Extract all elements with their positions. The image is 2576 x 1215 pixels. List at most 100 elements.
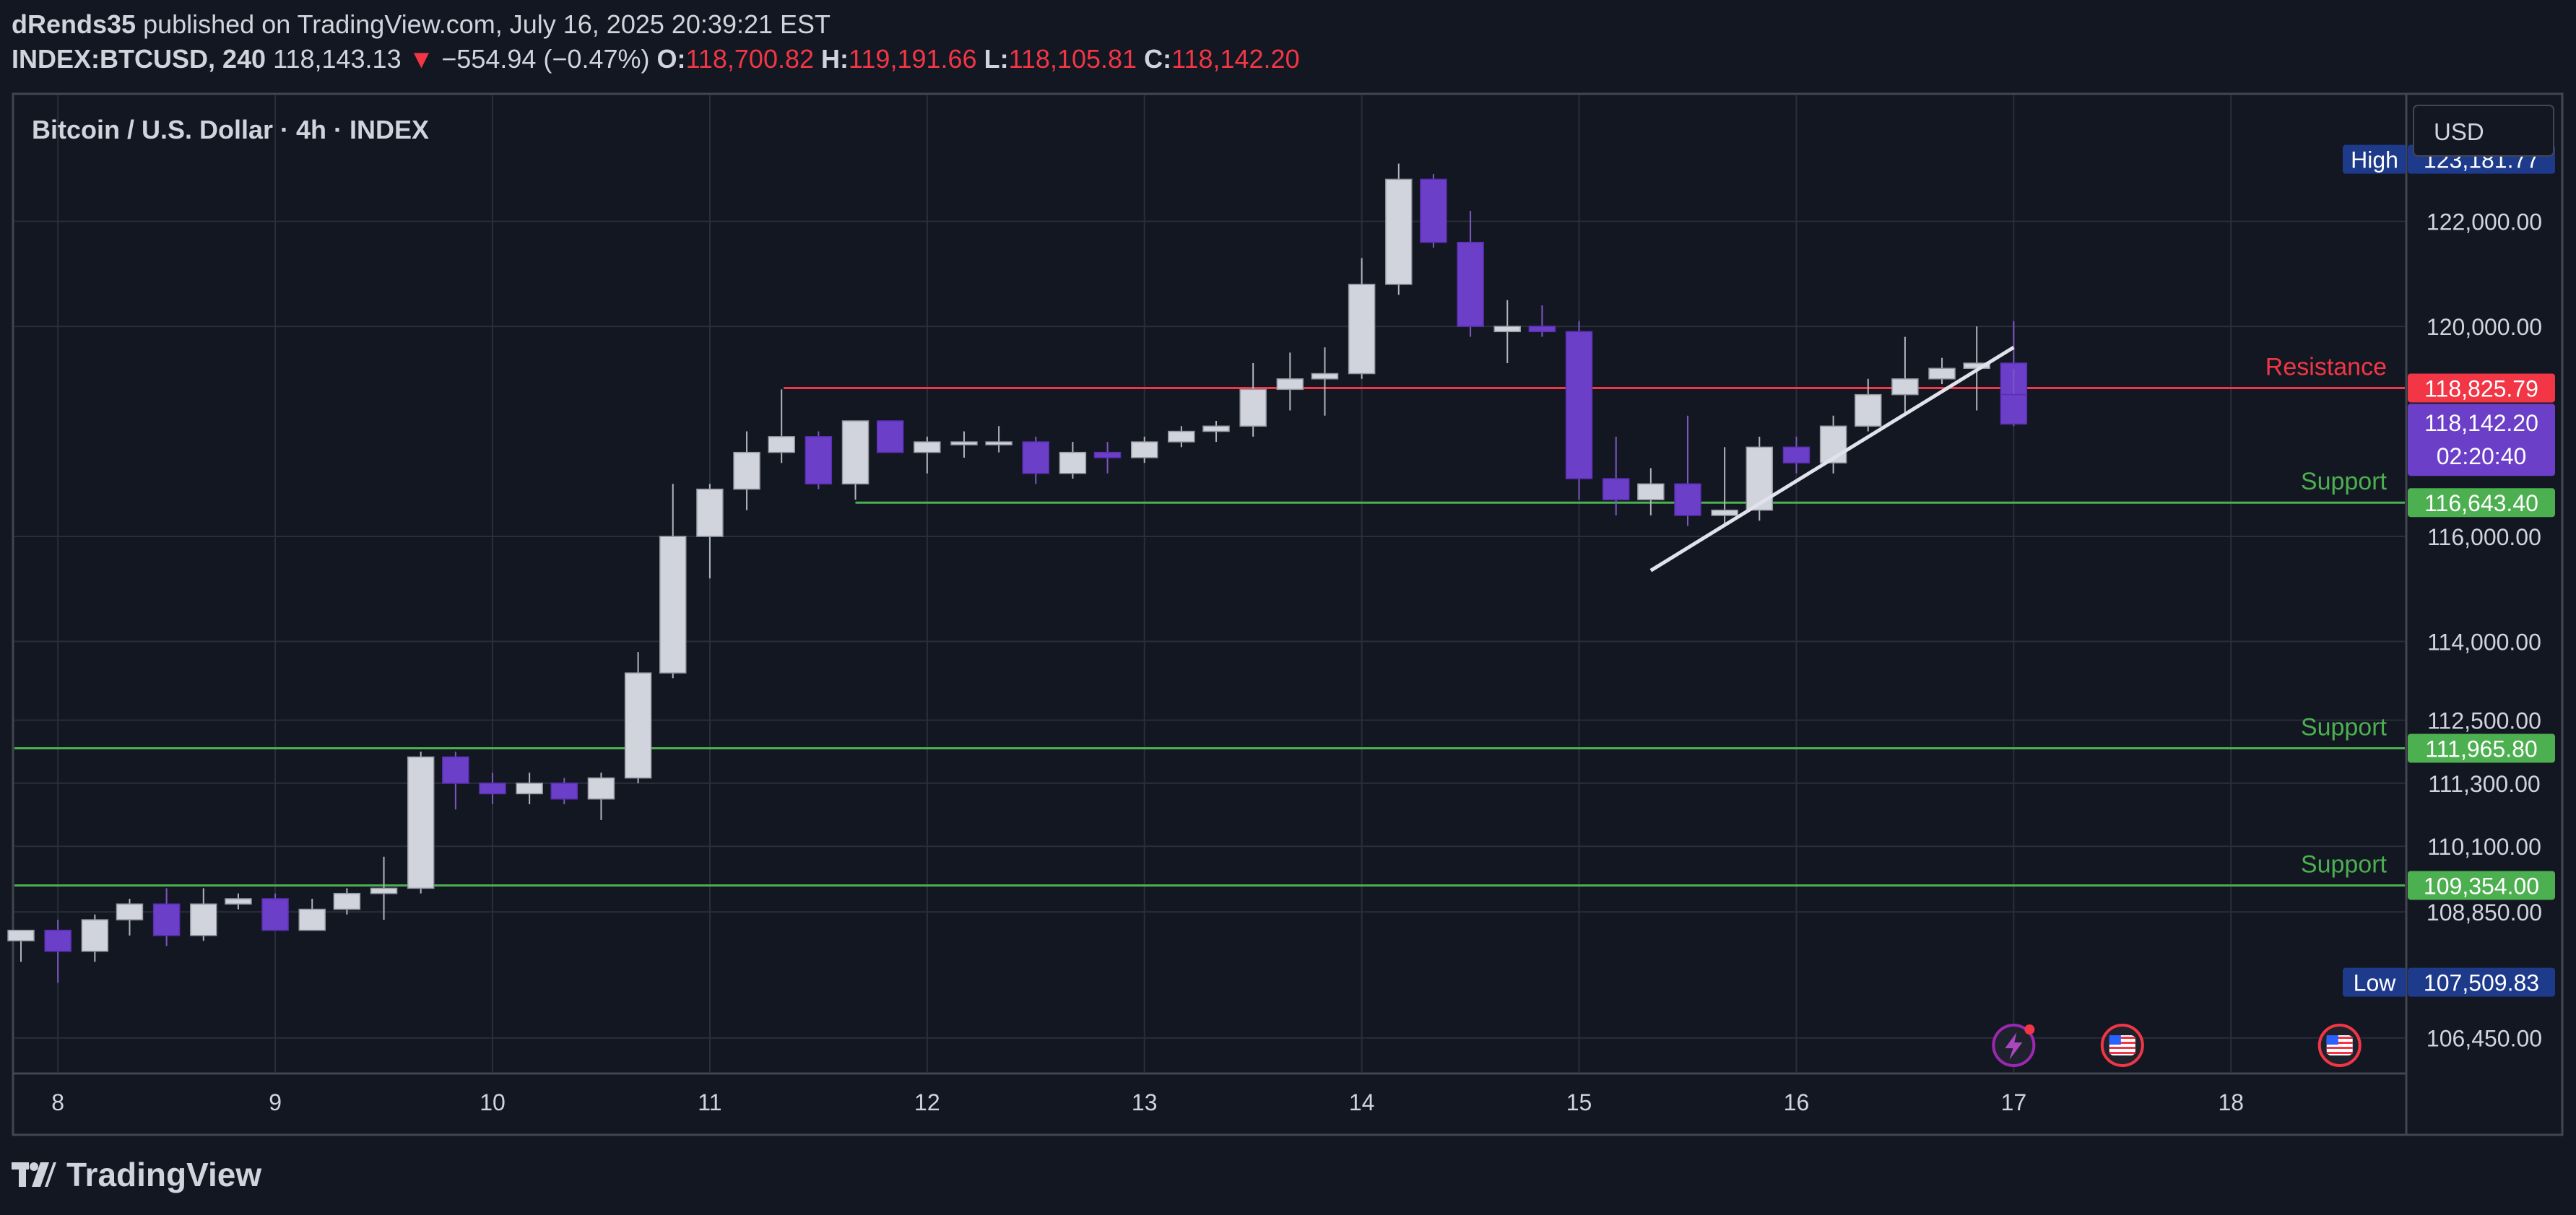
candle-down — [44, 929, 71, 952]
down-arrow-icon: ▼ — [408, 44, 435, 74]
currency-label: USD — [2434, 118, 2484, 145]
x-tick-label: 15 — [1566, 1089, 1592, 1115]
candle-down — [550, 783, 578, 800]
price-axis[interactable]: 122,000.00 120,000.00 116,000.00 114,000.00… — [2343, 144, 2555, 1052]
low-label: L: — [984, 44, 1009, 74]
header-row-2: INDEX:BTCUSD, 240 118,143.13 ▼ −554.94 (… — [12, 42, 1300, 77]
candle-up — [914, 441, 941, 453]
candle-down — [152, 903, 181, 936]
overlay — [1649, 346, 2362, 1067]
footer-brand[interactable]: TradingView — [12, 1155, 261, 1194]
candle-up — [659, 536, 687, 674]
candle-down — [1420, 178, 1447, 243]
y-tick-label: 120,000.00 — [2427, 314, 2542, 340]
x-tick-label: 12 — [914, 1089, 940, 1115]
candle-up — [516, 783, 543, 795]
candle-down — [479, 783, 506, 795]
flag-stripe — [2326, 1052, 2353, 1054]
y-tick-label: 108,850.00 — [2427, 900, 2542, 926]
y-tick-label: 110,100.00 — [2427, 834, 2541, 860]
candle-up — [7, 929, 35, 941]
support-label: Support — [2301, 850, 2388, 878]
flag-stripe — [2326, 1037, 2353, 1039]
flag-stripe — [2109, 1042, 2135, 1044]
y-tick-label: 114,000.00 — [2427, 630, 2541, 656]
candle-up — [116, 903, 144, 920]
high-label: H: — [821, 44, 849, 74]
author-name[interactable]: dRends35 — [12, 9, 136, 39]
open-value: 118,700.82 — [685, 44, 815, 74]
candle-up — [985, 441, 1012, 445]
currency-button[interactable]: USD — [2413, 105, 2554, 157]
low-label-text: Low — [2354, 970, 2397, 996]
candle-up — [1239, 388, 1267, 427]
candle-up — [950, 441, 978, 445]
flag-canton — [2326, 1035, 2338, 1045]
candle-up — [1928, 367, 1956, 380]
x-tick-label: 17 — [2001, 1089, 2027, 1115]
candle-down — [1457, 241, 1484, 327]
candle-up — [1311, 373, 1339, 380]
high-label-badge — [2343, 144, 2406, 174]
symbol-interval: INDEX:BTCUSD, 240 — [12, 44, 266, 74]
us-flag-icon[interactable] — [2100, 1024, 2144, 1067]
candle-up — [1711, 509, 1738, 516]
resistance-price-badge — [2408, 373, 2555, 403]
candle-up — [1493, 326, 1521, 333]
candle-down — [2000, 393, 2028, 425]
close-label: C: — [1144, 44, 1172, 74]
candle-down — [805, 436, 833, 485]
low-price-text: 107,509.83 — [2424, 970, 2539, 996]
candle-up — [624, 672, 652, 779]
notification-dot — [2024, 1024, 2035, 1035]
x-tick-label: 14 — [1349, 1089, 1375, 1115]
candle-up — [407, 756, 435, 889]
level-lines: Resistance Support Support Support — [14, 353, 2405, 887]
time-axis[interactable]: 8 9 10 11 12 13 14 15 16 17 18 — [51, 1089, 2244, 1115]
candle-down — [442, 756, 469, 784]
us-flag-icon[interactable] — [2317, 1024, 2362, 1067]
candle-up — [1891, 378, 1919, 396]
candle-up — [190, 903, 217, 936]
countdown-text: 02:20:40 — [2437, 443, 2527, 469]
header-row-1: dRends35 published on TradingView.com, J… — [12, 7, 1300, 42]
candle-up — [1202, 425, 1230, 432]
x-tick-label: 10 — [480, 1089, 506, 1115]
currency-button-bg — [2413, 105, 2554, 157]
y-tick-label: 122,000.00 — [2427, 209, 2542, 235]
candle-down — [1565, 331, 1593, 479]
high-label-text: High — [2351, 147, 2398, 173]
resistance-label: Resistance — [2265, 353, 2387, 380]
candle-up — [1276, 378, 1304, 391]
candles — [7, 163, 2028, 983]
candle-up — [1130, 441, 1158, 458]
support-price-text: 111,965.80 — [2425, 736, 2537, 762]
candle-up — [1637, 483, 1665, 500]
candle-up — [733, 451, 760, 490]
flag-stripe — [2109, 1047, 2135, 1049]
candle-up — [768, 436, 795, 453]
publish-info: published on TradingView.com, July 16, 2… — [143, 9, 831, 39]
candle-up — [81, 919, 109, 952]
close-value: 118,142.20 — [1171, 44, 1300, 74]
flag-canton — [2109, 1035, 2121, 1045]
candle-up — [1059, 451, 1087, 474]
x-tick-label: 16 — [1784, 1089, 1810, 1115]
chart-title: Bitcoin / U.S. Dollar · 4h · INDEX — [32, 115, 429, 144]
chart-frame — [12, 92, 2564, 1136]
x-tick-label: 11 — [698, 1089, 721, 1115]
support-label: Support — [2301, 468, 2388, 495]
candle-down — [1602, 478, 1630, 500]
earnings-lightning-icon[interactable] — [1992, 1024, 2036, 1067]
low-value: 118,105.81 — [1008, 44, 1137, 74]
flag-stripe — [2326, 1042, 2353, 1044]
flag-stripe — [2109, 1037, 2135, 1039]
flag-stripe — [2109, 1052, 2135, 1054]
resistance-price-text: 118,825.79 — [2424, 375, 2538, 401]
x-tick-label: 9 — [269, 1089, 282, 1115]
candle-up — [225, 898, 252, 905]
price-change: −554.94 (−0.47%) — [441, 44, 650, 74]
candle-up — [696, 488, 724, 537]
price-chart[interactable]: Resistance Support Support Support 122,000.… — [0, 0, 2576, 1155]
footer-brand-text: TradingView — [66, 1156, 262, 1193]
